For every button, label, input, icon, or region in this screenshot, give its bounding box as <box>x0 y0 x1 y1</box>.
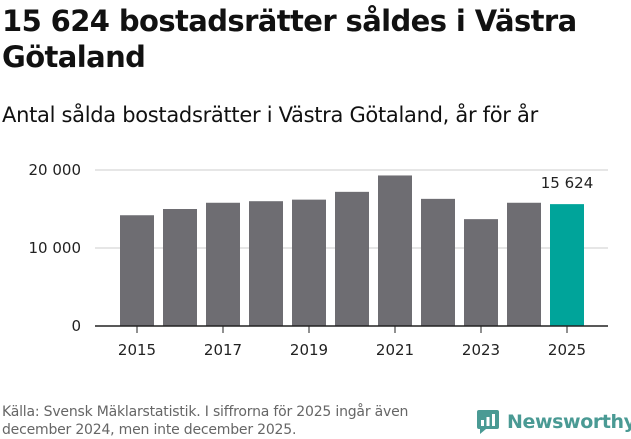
x-tick-label: 2017 <box>204 341 242 359</box>
bar-chart: 0 10 000 20 000 2015 2017 2019 2021 2023 2025 1… <box>29 161 608 359</box>
brand-name: Newsworthy <box>507 411 631 433</box>
x-axis-tick-labels: 2015 2017 2019 2021 2023 2025 <box>118 341 586 359</box>
y-tick-label: 0 <box>71 317 81 335</box>
data-labels: 15 624 <box>541 174 594 192</box>
x-tick-label: 2025 <box>548 341 586 359</box>
x-tick-label: 2015 <box>118 341 156 359</box>
newsworthy-logo-icon <box>477 410 499 434</box>
bars <box>120 175 584 326</box>
brand-logo: Newsworthy <box>476 409 631 435</box>
x-tick-label: 2023 <box>462 341 500 359</box>
bar <box>120 215 154 326</box>
x-axis <box>95 325 608 333</box>
bar <box>421 198 455 326</box>
bar <box>249 201 283 326</box>
data-label: 15 624 <box>541 174 594 192</box>
bar <box>206 202 240 326</box>
bar <box>335 191 369 326</box>
bar <box>464 219 498 326</box>
x-tick-label: 2019 <box>290 341 328 359</box>
bar-highlight <box>550 204 584 326</box>
bar <box>292 199 326 326</box>
x-tick-label: 2021 <box>376 341 414 359</box>
y-tick-label: 10 000 <box>29 239 82 257</box>
bar <box>507 202 541 326</box>
chart-title: Antal sålda bostadsrätter i Västra Götal… <box>2 103 538 127</box>
bar <box>378 175 412 326</box>
y-axis-tick-labels: 0 10 000 20 000 <box>29 161 82 335</box>
headline: 15 624 bostadsrätter såldes i Västra Göt… <box>2 4 577 74</box>
bar <box>163 209 197 326</box>
y-tick-label: 20 000 <box>29 161 82 179</box>
source-note: Källa: Svensk Mäklarstatistik. I siffror… <box>2 404 409 438</box>
